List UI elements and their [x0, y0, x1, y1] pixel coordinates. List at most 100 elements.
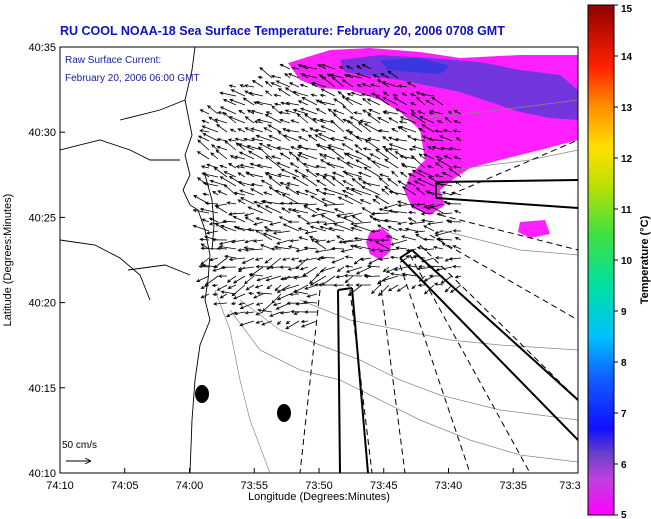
current-vector-arrow: [270, 155, 282, 160]
current-vector-arrow: [331, 257, 345, 264]
current-vector-arrow: [319, 225, 336, 232]
current-vector-arrow: [211, 144, 219, 151]
current-vector-arrow: [426, 203, 444, 210]
current-vector-arrow: [322, 175, 336, 187]
current-vector-arrow: [298, 257, 318, 263]
current-vector-arrow: [420, 92, 435, 97]
current-vector-arrow: [438, 135, 453, 142]
current-vector-arrow: [222, 219, 237, 224]
bathymetry-contours: [214, 99, 578, 473]
current-vector-arrow: [309, 225, 327, 232]
current-vector-arrow: [407, 173, 417, 178]
coastline-main: [182, 47, 211, 473]
colorbar-tick-label: 10: [621, 256, 633, 267]
current-vector-arrow: [286, 301, 300, 305]
current-vector-arrow: [377, 117, 390, 124]
current-vector-arrow: [255, 264, 273, 269]
current-vector-arrow: [415, 96, 426, 106]
current-vector-arrow: [228, 84, 237, 88]
current-vector-arrow: [401, 163, 417, 169]
current-vector-arrow: [244, 116, 255, 124]
current-vector-arrow: [427, 146, 435, 151]
current-vector-arrow: [208, 257, 219, 262]
current-vector-arrow: [297, 227, 309, 232]
current-vector-arrow: [211, 238, 228, 242]
current-vector-arrow: [235, 165, 246, 169]
current-vector-arrow: [265, 171, 282, 178]
current-vector-arrow: [279, 118, 291, 124]
current-vector-arrow: [341, 143, 354, 151]
current-vector-arrow: [256, 204, 273, 214]
current-vector-arrow: [453, 156, 462, 160]
chart-title: RU COOL NOAA-18 Sea Surface Temperature:…: [60, 24, 505, 38]
current-vector-arrow: [417, 178, 435, 187]
current-vector-arrow: [239, 302, 255, 310]
current-vector-arrow: [315, 179, 327, 187]
current-vector-arrow: [276, 239, 291, 245]
colorbar-tick-label: 12: [621, 154, 633, 165]
current-vector-arrow: [217, 190, 228, 196]
current-vector-arrow: [265, 155, 282, 169]
current-vector-arrow: [297, 136, 309, 142]
current-vector-arrow: [288, 201, 309, 206]
current-vector-arrow: [432, 245, 444, 250]
current-vector-arrow: [429, 205, 444, 214]
current-vector-arrow: [420, 212, 435, 216]
current-vector-arrow: [296, 113, 309, 124]
current-vector-arrow: [293, 169, 309, 178]
current-vector-arrow: [272, 230, 291, 235]
current-vector-arrow: [343, 212, 363, 219]
current-vector-arrow: [333, 223, 354, 232]
current-vector-arrow: [223, 254, 237, 259]
current-vector-arrow: [428, 274, 444, 278]
y-tick-label: 40:20: [28, 298, 56, 310]
current-vector-arrow: [426, 190, 444, 196]
current-vector-arrow: [444, 116, 453, 124]
y-tick-label: 40:25: [28, 212, 56, 224]
current-vector-arrow: [440, 146, 453, 151]
current-vector-arrow: [353, 111, 363, 115]
current-vector-arrow: [196, 275, 210, 282]
current-vector-arrow: [346, 161, 363, 169]
current-vector-arrow: [387, 284, 399, 292]
current-vector-arrow: [382, 96, 399, 106]
current-vector-arrow: [250, 109, 264, 115]
current-vector-arrow: [200, 246, 219, 251]
current-vector-arrow: [420, 218, 435, 223]
current-vector-arrow: [408, 147, 417, 152]
current-vector-arrow: [426, 264, 444, 268]
x-tick-label: 74:10: [46, 480, 74, 492]
current-vector-arrow: [382, 91, 390, 97]
current-vector-arrow: [274, 284, 282, 292]
current-vector-arrow: [213, 257, 228, 269]
current-vector-arrow: [237, 266, 255, 271]
current-vector-arrow: [396, 284, 408, 292]
current-vector-arrow: [243, 137, 255, 142]
current-vector-arrow: [410, 113, 426, 124]
colorbar-tick-label: 11: [621, 205, 632, 216]
current-vector-arrow: [214, 223, 228, 232]
current-vector-arrow: [292, 108, 309, 115]
current-vector-arrow: [415, 202, 426, 207]
current-vector-arrow: [277, 130, 291, 142]
current-vector-arrow: [283, 134, 300, 142]
current-vector-arrow: [244, 127, 255, 133]
current-vector-arrow: [378, 173, 390, 178]
current-vector-arrow: [345, 129, 354, 133]
current-vector-arrow: [349, 116, 363, 124]
current-vector-arrow: [237, 180, 255, 187]
current-vector-arrow: [397, 203, 417, 208]
current-vector-arrow: [229, 98, 246, 106]
current-vector-arrow: [200, 165, 210, 169]
current-vector-arrow: [393, 266, 408, 271]
current-vector-arrow: [321, 63, 336, 70]
current-vector-arrow: [248, 272, 264, 277]
current-vector-arrow: [341, 189, 354, 196]
current-vector-arrow: [292, 208, 309, 214]
current-vector-arrow: [237, 172, 246, 178]
current-vector-arrow: [426, 221, 444, 226]
current-vector-arrow: [359, 119, 372, 124]
current-vector-arrow: [323, 187, 345, 196]
current-vector-arrow: [387, 177, 399, 187]
current-vector-arrow: [340, 248, 354, 253]
